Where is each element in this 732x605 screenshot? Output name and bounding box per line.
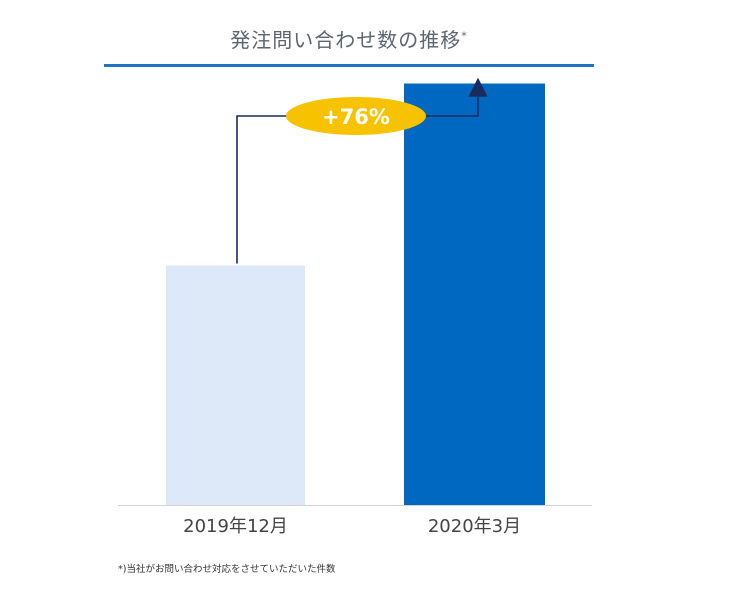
x-tick-labels: 2019年12月 2020年3月 (183, 516, 521, 537)
growth-badge-label: +76% (322, 105, 390, 129)
chart-title-footnote-mark: * (461, 29, 468, 43)
chart-title: 発注問い合わせ数の推移* (0, 24, 698, 53)
bar-current (404, 83, 545, 506)
bars-layer (166, 83, 545, 506)
x-tick-label: 2019年12月 (183, 516, 288, 537)
growth-badge (286, 97, 426, 135)
bar-previous (166, 265, 305, 505)
footnote: *)当社がお問い合わせ対応をさせていただいた件数 (118, 564, 336, 575)
x-tick-label: 2020年3月 (428, 516, 521, 537)
title-underline (104, 64, 594, 67)
chart-title-text: 発注問い合わせ数の推移 (230, 28, 462, 52)
